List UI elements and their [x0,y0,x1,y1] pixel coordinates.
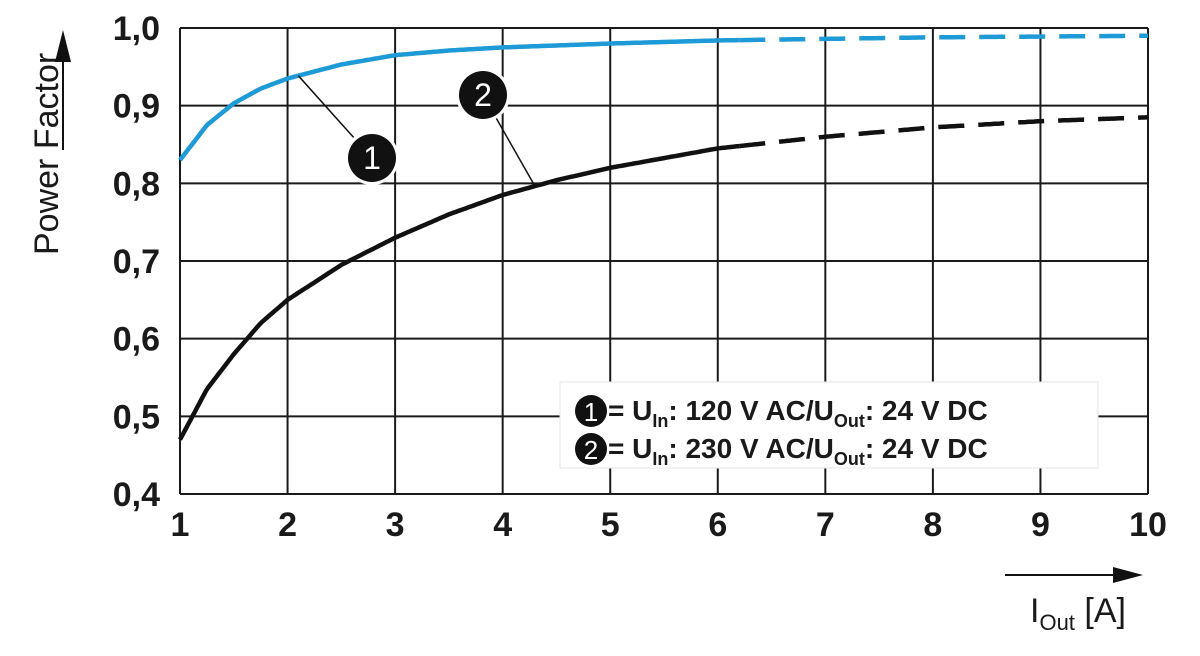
series-2-solid-line [178,143,740,441]
x-tick-label: 1 [171,506,190,544]
callout-marker [348,134,396,182]
legend: 1 = UIn: 120 V AC/UOut: 24 V DC 2 = UIn: 23… [559,381,1099,469]
tick-labels: 1 2 3 4 5 6 7 8 9 100,40,50,60,70,80,91,0 [113,10,1167,544]
y-tick-label: 0,6 [113,321,160,359]
series-2-dashed-line [738,115,1149,149]
legend-entry: = UIn: 230 V AC/UOut: 24 V DC [608,433,988,469]
y-axis-label-group: Power Factor [28,30,71,255]
x-axis-label: IOut [A] [1030,592,1126,635]
legend-entry: = UIn: 120 V AC/UOut: 24 V DC [608,395,988,431]
y-axis-arrow-head [55,30,71,62]
callout-marker [459,71,507,119]
x-axis-label-group: IOut [A] [1005,567,1143,635]
y-tick-label: 0,5 [113,398,160,436]
legend-marker-label: 1 [584,397,598,427]
callout-leader-line [297,75,355,138]
callout-label: 2 [474,77,492,113]
callout-leader-line [495,117,536,187]
x-tick-label: 8 [923,506,942,544]
x-tick-label: 5 [601,506,620,544]
x-tick-label: 10 [1129,506,1167,544]
grid [179,27,1149,495]
callouts: 12 [297,68,536,187]
x-tick-label: 6 [708,506,727,544]
x-tick-label: 9 [1031,506,1050,544]
y-axis-label: Power Factor [28,53,66,255]
series-1-solid-line [178,37,740,162]
callout-label: 1 [363,140,381,176]
x-tick-label: 3 [386,506,405,544]
x-tick-label: 2 [278,506,297,544]
y-tick-label: 0,8 [113,165,160,203]
series-1-dashed-line [739,33,1148,43]
y-tick-label: 0,7 [113,243,160,281]
legend-marker [575,395,607,427]
curves [178,33,1149,441]
legend-marker [575,433,607,465]
y-tick-label: 0,4 [113,476,160,514]
x-tick-label: 7 [816,506,835,544]
x-tick-label: 4 [493,506,512,544]
legend-marker-label: 2 [584,435,598,465]
x-axis-arrow-head [1113,567,1143,583]
y-tick-label: 0,9 [113,88,160,126]
legend-box [559,381,1099,469]
y-tick-label: 1,0 [113,10,160,48]
